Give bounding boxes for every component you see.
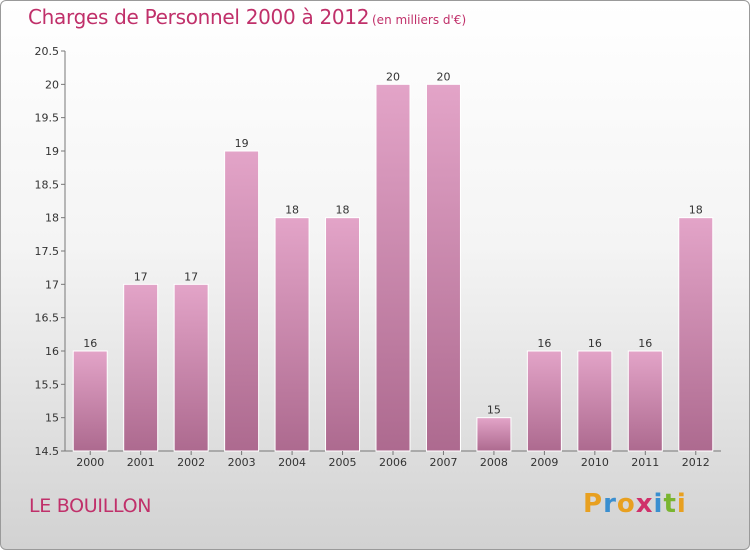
bar-2007 [425,83,461,452]
y-tick-label: 19.5 [35,112,60,125]
value-label-2004: 18 [285,204,299,217]
value-label-2002: 17 [184,270,198,283]
logo-letter: P [583,489,604,519]
x-tick-label-2005: 2005 [329,456,357,469]
bar-2004 [274,217,310,452]
y-tick-label: 17 [45,278,59,291]
x-tick-label-2004: 2004 [278,456,306,469]
bar-2008 [476,417,512,452]
x-tick-label-2003: 2003 [228,456,256,469]
y-tick-label: 18.5 [35,178,60,191]
y-tick-label: 16 [45,345,59,358]
y-tick-label: 17.5 [35,245,60,258]
x-tick-label-2008: 2008 [480,456,508,469]
value-label-2005: 18 [336,204,350,217]
logo-letter: r [603,489,617,519]
x-tick-label-2009: 2009 [530,456,558,469]
bar-2011 [627,350,663,452]
bar-2001 [123,283,159,452]
bar-2010 [577,350,613,452]
x-tick-label-2002: 2002 [177,456,205,469]
value-label-2003: 19 [235,137,249,150]
bar-2003 [224,150,260,452]
y-tick-label: 20 [45,78,59,91]
x-tick-label-2006: 2006 [379,456,407,469]
y-axis-ticks: 14.5 15 15.5 16 16.5 17 17.5 18 18.5 19 19.5 20 20.5 [35,45,65,458]
value-label-2010: 16 [588,337,602,350]
value-label-2006: 20 [386,70,400,83]
x-tick-label-2012: 2012 [682,456,710,469]
x-tick-label-2011: 2011 [631,456,659,469]
logo-letter: t [663,489,677,519]
bar-2009 [526,350,562,452]
y-tick-label: 20.5 [35,45,60,58]
value-label-2011: 16 [638,337,652,350]
x-axis-ticks: 2000 2001 2002 2003 2004 2005 2006 2007 2008 2009… [76,451,710,469]
bar-2002 [173,283,209,452]
logo-letter: i [676,489,687,519]
value-label-2007: 20 [436,70,450,83]
bar-2005 [325,217,361,452]
logo-letter: i [653,489,664,519]
x-tick-label-2000: 2000 [76,456,104,469]
logo-letter: x [635,489,654,519]
y-tick-label: 15 [45,412,59,425]
y-tick-label: 19 [45,145,59,158]
bar-2012 [678,217,714,452]
x-tick-label-2007: 2007 [429,456,457,469]
value-label-2009: 16 [537,337,551,350]
place-name: LE BOUILLON [29,495,152,517]
value-label-2001: 17 [134,270,148,283]
bars-group [72,83,714,452]
y-tick-label: 18 [45,212,59,225]
proxiti-logo: Proxiti [583,489,687,519]
y-tick-label: 14.5 [35,445,60,458]
value-label-2012: 18 [689,204,703,217]
x-tick-label-2010: 2010 [581,456,609,469]
bar-2006 [375,83,411,452]
value-label-2000: 16 [83,337,97,350]
bar-2000 [72,350,108,452]
y-tick-label: 16.5 [35,312,60,325]
chart-unit: (en milliers d'€) [372,13,467,27]
chart-title: Charges de Personnel 2000 à 2012 [28,5,370,29]
logo-letter: o [616,489,636,519]
value-label-2008: 15 [487,404,501,417]
y-tick-label: 15.5 [35,378,60,391]
x-tick-label-2001: 2001 [127,456,155,469]
value-labels: 16 17 17 19 18 18 20 20 15 16 16 16 18 [83,70,703,416]
